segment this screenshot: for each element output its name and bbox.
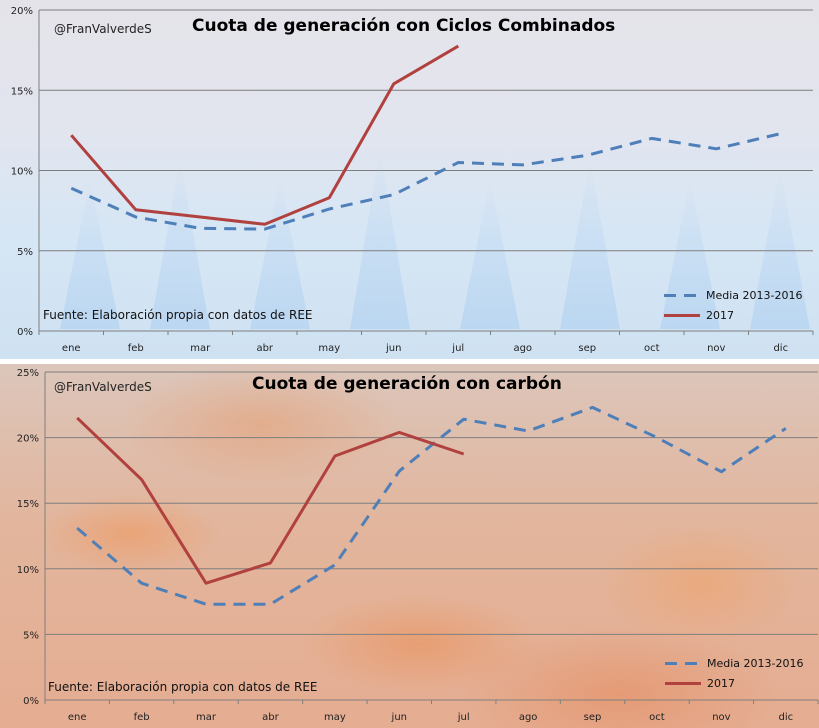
x-tick-label: jul xyxy=(451,343,464,354)
legend-label: 2017 xyxy=(707,676,735,690)
series-line-2017 xyxy=(76,416,465,585)
x-tick-label: mar xyxy=(190,343,211,354)
y-tick-label: 15% xyxy=(11,86,33,97)
x-tick-label: ago xyxy=(519,712,538,723)
y-tick-label: 5% xyxy=(23,630,39,641)
x-tick-label: nov xyxy=(712,712,730,723)
legend-swatch-solid xyxy=(665,681,701,685)
chart-carbon: 0% 5% 10% 15% 20% 25% ene feb mar abr may jun jul ago… xyxy=(0,364,819,728)
legend-label: Media 2013-2016 xyxy=(707,656,804,670)
legend: Media 2013-2016 2017 xyxy=(664,285,803,325)
x-tick-label: may xyxy=(324,712,346,723)
y-tick-label: 25% xyxy=(17,368,39,379)
x-tick-label: abr xyxy=(256,343,273,354)
chart-title: Cuota de generación con carbón xyxy=(252,374,562,394)
x-tick-label: sep xyxy=(584,712,602,723)
legend-item-media: Media 2013-2016 xyxy=(664,285,803,305)
legend-item-media: Media 2013-2016 xyxy=(665,653,804,673)
x-tick-label: nov xyxy=(707,343,725,354)
y-tick-label: 20% xyxy=(17,434,39,445)
series-line-media xyxy=(70,132,782,231)
author-handle: @FranValverdeS xyxy=(54,22,152,36)
y-tick-label: 20% xyxy=(11,6,33,17)
x-tick-label: may xyxy=(318,343,340,354)
chart-ciclos-combinados: 0% 5% 10% 15% 20% ene feb mar abr may jun jul ago sep… xyxy=(0,0,819,359)
y-tick-label: 10% xyxy=(17,565,39,576)
x-tick-label: oct xyxy=(649,712,665,723)
legend-swatch-solid xyxy=(664,313,700,317)
y-tick-label: 15% xyxy=(17,499,39,510)
y-tick-label: 0% xyxy=(23,696,39,707)
x-tick-label: feb xyxy=(128,343,144,354)
legend: Media 2013-2016 2017 xyxy=(665,653,804,693)
chart-svg: 0% 5% 10% 15% 20% 25% ene feb mar abr may jun jul ago… xyxy=(17,368,819,723)
y-tick-label: 10% xyxy=(11,167,33,178)
x-tick-label: ene xyxy=(62,343,81,354)
legend-label: 2017 xyxy=(706,308,734,322)
legend-label: Media 2013-2016 xyxy=(706,288,803,302)
x-tick-label: ago xyxy=(513,343,532,354)
x-tick-label: mar xyxy=(196,712,217,723)
x-tick-label: dic xyxy=(773,343,788,354)
legend-swatch-dashed xyxy=(664,293,700,297)
legend-item-2017: 2017 xyxy=(665,673,804,693)
source-note: Fuente: Elaboración propia con datos de … xyxy=(48,680,318,694)
x-tick-label: ene xyxy=(68,712,87,723)
legend-item-2017: 2017 xyxy=(664,305,803,325)
chart-svg: 0% 5% 10% 15% 20% ene feb mar abr may jun jul ago sep… xyxy=(11,6,814,354)
y-tick-label: 5% xyxy=(17,247,33,258)
x-tick-label: oct xyxy=(644,343,660,354)
x-tick-label: abr xyxy=(262,712,279,723)
x-tick-label: sep xyxy=(578,343,596,354)
author-handle: @FranValverdeS xyxy=(54,380,152,394)
source-note: Fuente: Elaboración propia con datos de … xyxy=(43,308,313,322)
chart-title: Cuota de generación con Ciclos Combinado… xyxy=(192,16,616,36)
x-tick-label: feb xyxy=(134,712,150,723)
series-line-2017 xyxy=(70,44,460,226)
series-line-media xyxy=(76,405,787,606)
legend-swatch-dashed xyxy=(665,661,701,665)
x-tick-label: jun xyxy=(391,712,407,723)
x-tick-label: jun xyxy=(385,343,401,354)
x-tick-label: jul xyxy=(457,712,470,723)
x-tick-label: dic xyxy=(778,712,793,723)
y-tick-label: 0% xyxy=(17,327,33,338)
